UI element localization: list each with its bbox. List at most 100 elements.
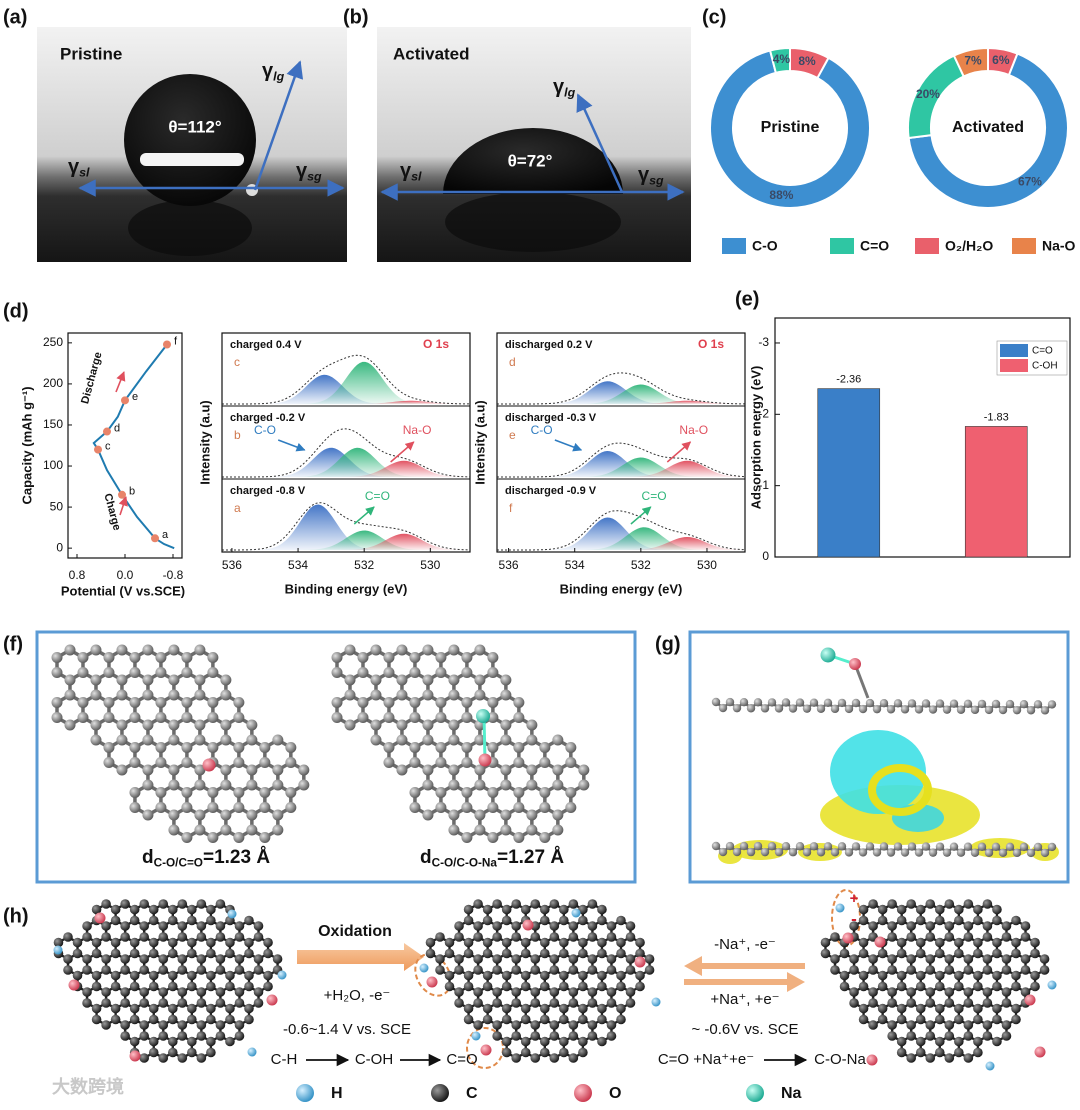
carbon-atom — [982, 987, 993, 997]
carbon-atom — [568, 1053, 579, 1063]
carbon-atom — [207, 652, 219, 663]
carbon-atom — [526, 824, 538, 836]
carbon-atom — [915, 1003, 926, 1014]
carbon-atom — [539, 787, 551, 798]
hydrogen-atom — [835, 903, 845, 913]
carbon-atom — [215, 998, 226, 1008]
carbon-atom — [906, 998, 917, 1008]
carbon-atom — [774, 847, 784, 857]
state-marker — [151, 534, 159, 543]
carbon-atom — [539, 970, 550, 981]
carbon-atom — [849, 987, 859, 997]
carbon-atom — [101, 987, 111, 997]
hydrogen-atom — [419, 963, 429, 973]
carbon-atom — [168, 719, 180, 731]
carbon-atom — [549, 1020, 560, 1030]
carbon-atom — [1011, 1014, 1021, 1025]
carbon-atom — [422, 644, 434, 656]
carbon-atom — [196, 1053, 207, 1063]
carbon-atom — [196, 1031, 207, 1041]
carbon-atom — [177, 899, 188, 909]
carbon-atom — [635, 981, 645, 992]
carbon-atom — [120, 932, 130, 942]
carbon-atom — [578, 915, 588, 926]
carbon-atom — [492, 954, 502, 964]
carbon-atom — [129, 981, 140, 992]
carbon-atom — [500, 809, 512, 821]
droplet-reflection — [128, 200, 252, 256]
carbon-atom — [101, 921, 111, 931]
carbon-atom — [474, 779, 486, 791]
carbon-atom — [597, 904, 607, 915]
carbon-atom — [207, 697, 219, 708]
carbon-atom — [1019, 842, 1029, 852]
envelope — [497, 372, 746, 405]
legend-swatch — [722, 238, 746, 254]
carbon-atom — [501, 937, 512, 948]
carbon-atom — [877, 1003, 888, 1014]
carbon-atom — [906, 1031, 917, 1041]
carbon-atom — [206, 1047, 216, 1058]
carbon-atom — [616, 948, 626, 959]
carbon-atom — [158, 987, 169, 997]
fitted-peak — [222, 361, 470, 404]
carbon-atom — [194, 644, 206, 656]
carbon-atom — [448, 779, 460, 791]
carbon-atom — [91, 1014, 102, 1025]
carbon-atom — [526, 719, 538, 731]
carbon-atom — [487, 787, 499, 798]
legend-swatch — [1000, 344, 1028, 357]
carbon-atom — [935, 699, 945, 708]
carbon-atom — [492, 932, 502, 942]
carbon-atom — [625, 921, 636, 931]
carbon-atom — [559, 1036, 569, 1047]
carbon-atom — [155, 787, 167, 798]
carbon-atom — [168, 689, 180, 701]
carbon-atom — [934, 915, 945, 926]
annotation: C=O — [365, 489, 390, 503]
symbol: γ — [553, 76, 565, 98]
carbon-atom — [246, 824, 258, 836]
carbon-atom — [116, 719, 128, 731]
carbon-atom — [196, 987, 207, 997]
value-label: 7% — [964, 53, 982, 67]
carbon-atom — [259, 832, 271, 843]
scheme-text: -0.6~1.4 V vs. SCE — [283, 1021, 411, 1038]
carbon-atom — [606, 998, 617, 1008]
carbon-atom — [474, 764, 486, 776]
carbon-atom — [101, 998, 111, 1008]
carbon-atom — [886, 705, 896, 714]
arrow — [576, 93, 624, 193]
carbon-atom — [139, 965, 150, 975]
carbon-atom — [422, 809, 434, 821]
carbon-atom — [858, 970, 869, 981]
y-tick-label: 200 — [43, 376, 63, 390]
carbon-atom — [492, 899, 502, 909]
carbon-atom — [225, 1003, 235, 1014]
panel-frame — [688, 630, 1070, 884]
point-label: a — [162, 529, 169, 541]
carbon-atom — [82, 965, 92, 975]
carbon-atom — [91, 937, 102, 948]
carbon-atom — [90, 644, 102, 656]
carbon-atom — [233, 697, 245, 708]
carbon-atom — [487, 712, 499, 723]
carbon-atom — [344, 719, 356, 731]
carbon-atom — [552, 764, 564, 776]
symbol: γ — [296, 160, 308, 182]
carbon-atom — [331, 697, 343, 708]
subscript: lg — [564, 86, 575, 100]
carbon-atom — [72, 970, 83, 981]
carbon-atom — [187, 981, 197, 992]
scheme-text: C-H — [271, 1051, 298, 1068]
carbon-atom — [116, 644, 128, 656]
carbon-atom — [872, 848, 882, 857]
carbon-atom — [344, 644, 356, 656]
fitted-peak — [497, 384, 745, 404]
carbon-atom — [520, 981, 531, 992]
carbon-atom — [616, 981, 626, 992]
carbon-atom — [233, 787, 245, 798]
carbon-atom — [225, 970, 235, 981]
carbon-atom — [215, 965, 226, 975]
carbon-atom — [896, 1036, 907, 1047]
